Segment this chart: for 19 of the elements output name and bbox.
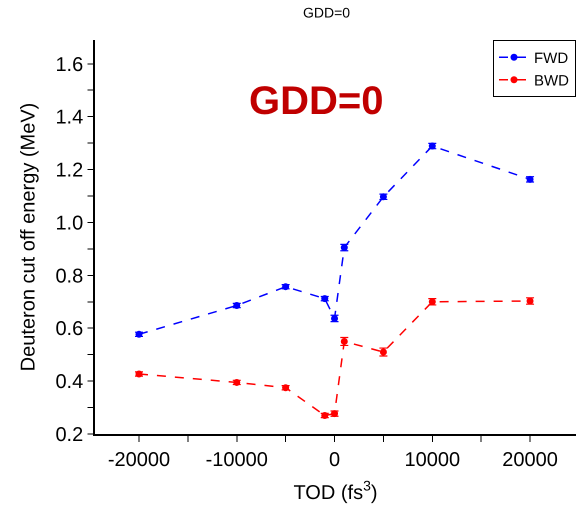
y-tick-label: 1.0: [55, 212, 84, 234]
annotation: GDD=0: [249, 79, 384, 123]
y-tick-label: 0.8: [55, 265, 84, 288]
x-tick-label: 10000: [404, 448, 460, 471]
x-tick-label: 0: [328, 448, 340, 471]
y-tick-label: 0.2: [55, 424, 84, 446]
x-tick-label: 20000: [502, 448, 558, 471]
x-tick-label: -20000: [108, 448, 170, 471]
y-tick-label: 0.6: [55, 318, 84, 340]
x-axis-title: TOD (fs$^{3}$): [293, 477, 378, 504]
chart-title: GDD=0: [303, 4, 350, 21]
legend-label: BWD: [534, 72, 570, 90]
y-tick-label: 1.2: [55, 160, 84, 182]
y-tick-label: 0.4: [55, 371, 84, 394]
y-axis-title: Deuteron cut off energy (MeV): [17, 102, 40, 372]
y-tick-label: 1.4: [55, 106, 84, 129]
legend-label: FWD: [534, 50, 568, 68]
y-tick-label: 1.6: [55, 54, 84, 76]
x-tick-label: -10000: [206, 448, 268, 471]
